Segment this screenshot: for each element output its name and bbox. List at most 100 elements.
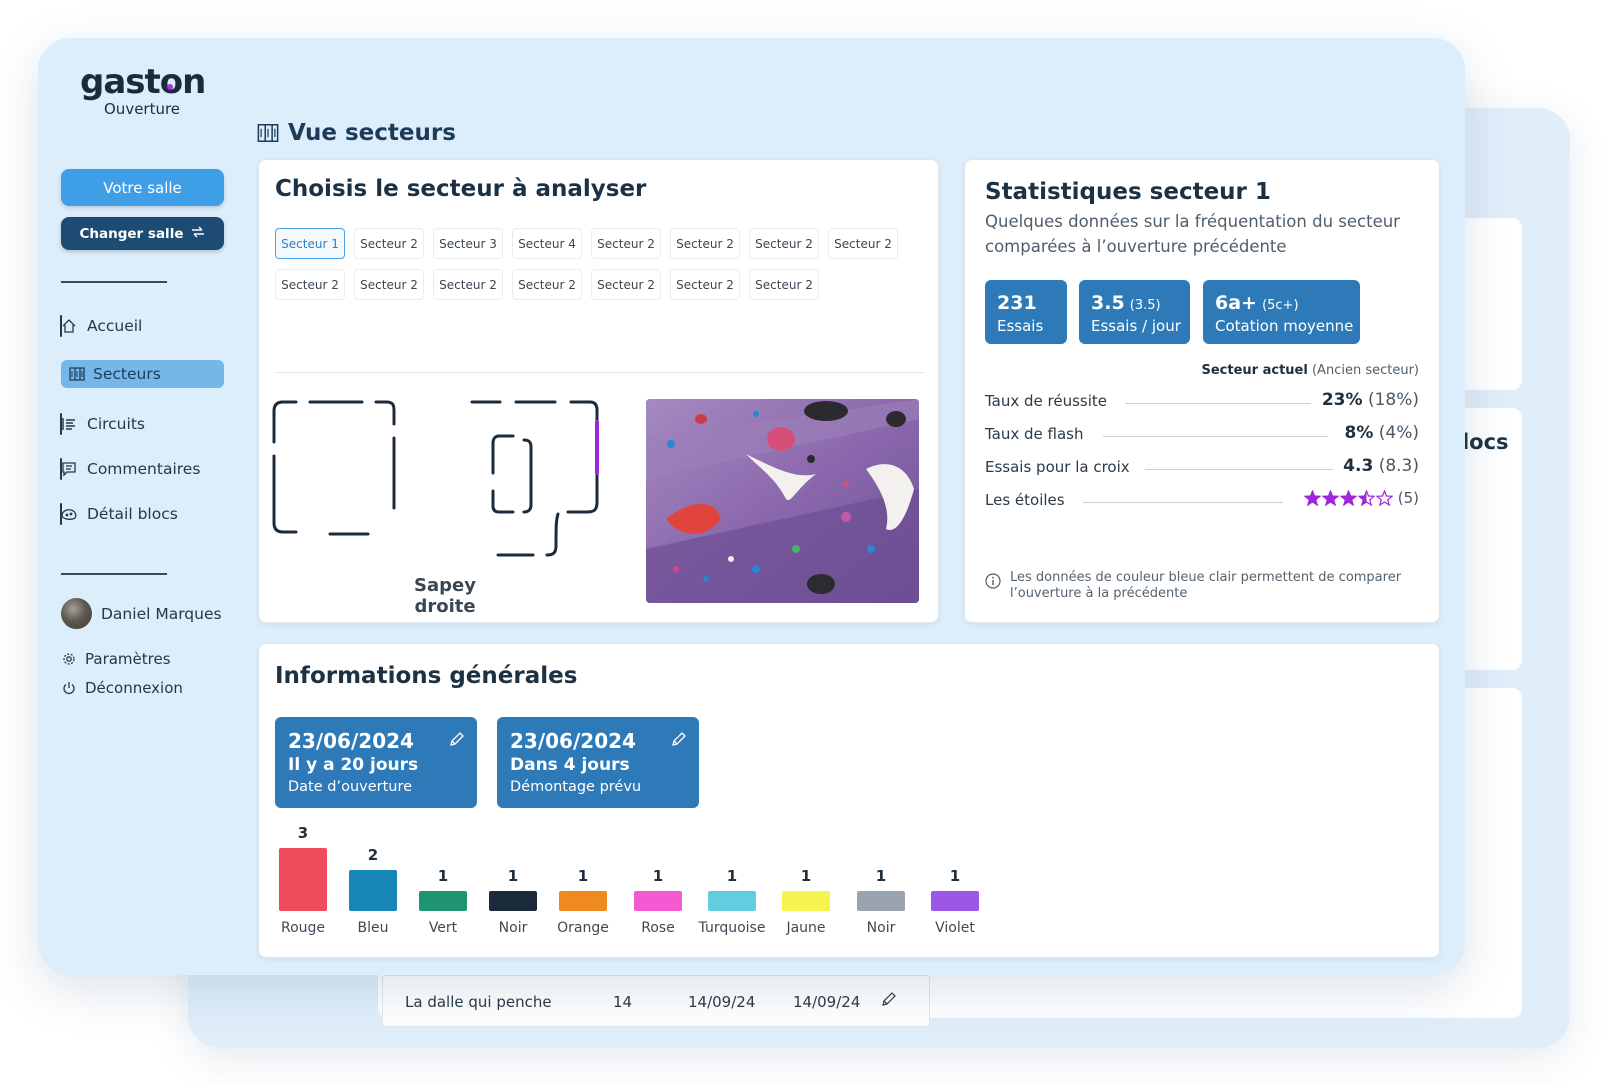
chart-category-label: Noir: [498, 920, 528, 936]
sector-chip[interactable]: Secteur 2: [275, 269, 345, 300]
chart-bar-value: 2: [367, 846, 379, 864]
stat-row-value: 8% (4%): [1344, 423, 1419, 443]
note-line: l’ouverture à la précédente: [1010, 586, 1188, 601]
chart-bar-value: 1: [949, 867, 961, 885]
sidebar-item-label: Circuits: [87, 415, 145, 433]
note-line: Les données de couleur bleue clair perme…: [1010, 570, 1402, 585]
stat-label: Essais / jour: [1091, 317, 1181, 335]
chart-bar-value: 1: [726, 867, 738, 885]
stats-subtitle-line: comparées à l’ouverture précédente: [985, 237, 1287, 256]
chart-bar-value: 3: [297, 824, 309, 842]
stat-value: 3.5: [1091, 292, 1125, 314]
chart-category-label: Noir: [866, 920, 896, 936]
leader-line: [1145, 469, 1333, 470]
home-icon: [60, 317, 78, 335]
holds-icon: [60, 505, 78, 523]
page-title: Vue secteurs: [257, 120, 456, 146]
sector-chip[interactable]: Secteur 2: [591, 228, 661, 259]
map-caption: Sapey droite: [414, 575, 476, 617]
sector-chip[interactable]: Secteur 3: [433, 228, 503, 259]
stat-row-label: Essais pour la croix: [985, 458, 1130, 476]
sidebar-item-label: Commentaires: [87, 460, 201, 478]
chart-bar: [489, 891, 537, 911]
sector-chip[interactable]: Secteur 2: [749, 269, 819, 300]
chart-bar-value: 1: [507, 867, 519, 885]
general-info-title: Informations générales: [275, 663, 578, 689]
sidebar-item-detail-blocs[interactable]: Détail blocs: [60, 500, 178, 528]
chart-bar: [349, 870, 397, 911]
edit-pencil-icon[interactable]: [671, 731, 687, 751]
sector-chip[interactable]: Secteur 2: [433, 269, 503, 300]
sidebar-item-accueil[interactable]: Accueil: [60, 312, 142, 340]
sidebar-item-circuits[interactable]: Circuits: [60, 410, 145, 438]
sectors-icon: [69, 366, 85, 382]
edit-pencil-icon[interactable]: [449, 731, 465, 751]
sector-chip[interactable]: Secteur 2: [591, 269, 661, 300]
settings-link[interactable]: Paramètres: [62, 650, 171, 668]
sector-chip[interactable]: Secteur 2: [828, 228, 898, 259]
chart-bar-value: 1: [437, 867, 449, 885]
change-gym-label: Changer salle: [79, 225, 184, 242]
stat-row-previous: (8.3): [1378, 456, 1419, 476]
comment-icon: [60, 460, 78, 478]
chart-bar: [782, 891, 830, 911]
chart-bar-value: 1: [800, 867, 812, 885]
stat-box-essais-jour: 3.5 (3.5) Essais / jour: [1079, 280, 1190, 344]
stats-card: [964, 159, 1440, 623]
your-gym-button[interactable]: Votre salle: [61, 169, 224, 206]
nav-marker: [60, 315, 62, 337]
table-row[interactable]: La dalle qui penche 14 14/09/24 14/09/24: [382, 975, 930, 1027]
chart-category-label: Orange: [557, 920, 609, 936]
sectors-icon: [257, 122, 288, 144]
stat-row-value: (5): [1303, 489, 1419, 507]
stats-subtitle-line: Quelques données sur la fréquentation du…: [985, 212, 1400, 231]
sidebar-item-label: Accueil: [87, 317, 143, 335]
sector-chip[interactable]: Secteur 2: [670, 228, 740, 259]
sector-chip[interactable]: Secteur 2: [749, 228, 819, 259]
removal-date-box[interactable]: 23/06/2024 Dans 4 jours Démontage prévu: [497, 717, 699, 808]
nav-marker: [60, 413, 62, 435]
stat-row: Taux de flash 8% (4%): [985, 423, 1419, 445]
row-date-2: 14/09/24: [793, 993, 861, 1011]
star-empty-icon: [1375, 490, 1393, 506]
nav-marker: [60, 503, 62, 525]
chart-bar-value: 1: [875, 867, 887, 885]
sector-chip[interactable]: Secteur 2: [354, 269, 424, 300]
app-logo: gaston: [80, 62, 206, 102]
opening-date-box[interactable]: 23/06/2024 Il y a 20 jours Date d’ouvert…: [275, 717, 477, 808]
sector-chip[interactable]: Secteur 2: [670, 269, 740, 300]
chart-bar: [931, 891, 979, 911]
page-title-text: Vue secteurs: [288, 120, 456, 146]
chart-bar: [559, 891, 607, 911]
sector-chip[interactable]: Secteur 1: [275, 228, 345, 259]
stat-row-current: 23%: [1321, 390, 1363, 410]
removal-label: Démontage prévu: [510, 779, 642, 795]
sidebar-item-commentaires[interactable]: Commentaires: [60, 455, 200, 483]
sidebar-item-label: Détail blocs: [87, 505, 178, 523]
stat-row: Taux de réussite 23% (18%): [985, 390, 1419, 412]
legend-previous: (Ancien secteur): [1311, 363, 1419, 378]
star-full-icon: [1339, 490, 1357, 506]
opening-label: Date d’ouverture: [288, 779, 413, 795]
sector-chip[interactable]: Secteur 2: [354, 228, 424, 259]
power-icon: [62, 681, 85, 695]
edit-pencil-icon[interactable]: [881, 991, 897, 1011]
user-profile[interactable]: Daniel Marques: [61, 598, 222, 629]
sector-picker-title: Choisis le secteur à analyser: [275, 176, 647, 202]
sector-chip[interactable]: Secteur 4: [512, 228, 582, 259]
opening-date: 23/06/2024: [288, 729, 414, 753]
chart-category-label: Rouge: [280, 920, 326, 936]
chart-category-label: Vert: [428, 920, 458, 936]
stat-label: Essais: [997, 317, 1044, 335]
logout-link[interactable]: Déconnexion: [62, 679, 183, 697]
logout-label: Déconnexion: [85, 679, 183, 697]
switch-arrows-icon: [191, 226, 205, 242]
stat-previous: (5c+): [1262, 298, 1299, 313]
sidebar-item-secteurs[interactable]: Secteurs: [61, 360, 224, 388]
change-gym-button[interactable]: Changer salle: [61, 217, 224, 250]
sector-map[interactable]: [272, 398, 622, 562]
sector-chip[interactable]: Secteur 2: [512, 269, 582, 300]
stat-row-current: 8%: [1344, 423, 1374, 443]
chart-bar: [279, 848, 327, 911]
sidebar-divider: [61, 281, 167, 283]
